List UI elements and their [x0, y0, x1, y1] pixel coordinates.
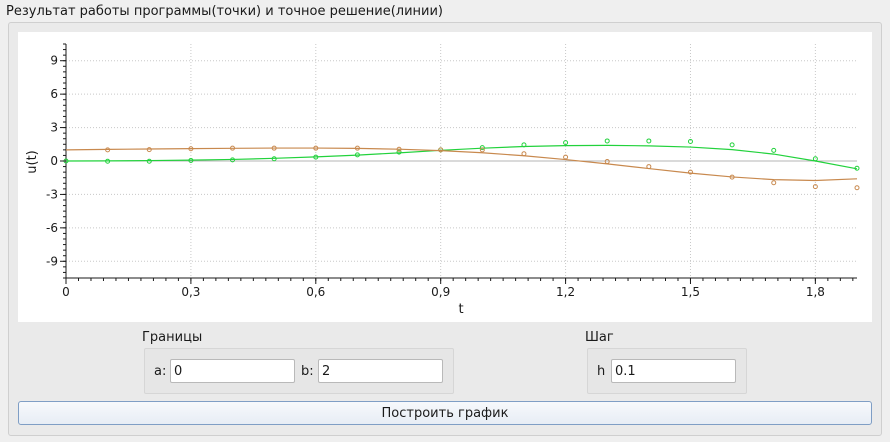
y-tick-label: 0: [50, 154, 58, 168]
program-point-1: [146, 158, 152, 164]
program-point-3: [687, 169, 693, 175]
y-tick-label: -9: [46, 254, 58, 268]
program-point-3: [230, 145, 236, 151]
h-input[interactable]: [611, 359, 736, 383]
program-point-1: [354, 152, 360, 158]
program-point-3: [354, 145, 360, 151]
program-point-1: [563, 140, 569, 146]
chart-svg: 0 0,3 0,6 0,9 1,2 1,5 1,8 9 6 3 0 -3 -6 -9 t u(t): [25, 43, 860, 317]
program-point-1: [687, 139, 693, 144]
program-point-1: [230, 157, 236, 163]
program-point-1: [313, 154, 319, 160]
y-tick-label: 9: [50, 54, 58, 68]
x-tick-label: 1,5: [681, 285, 700, 299]
y-tick-label: -3: [46, 187, 58, 201]
program-point-1: [271, 156, 277, 162]
program-point-3: [188, 146, 194, 152]
b-input[interactable]: [318, 359, 443, 383]
program-point-1: [812, 156, 818, 162]
exact-solution-line-0: [65, 144, 858, 170]
program-point-3: [313, 145, 319, 151]
y-axis-label: u(t): [25, 150, 40, 173]
program-point-1: [521, 142, 527, 148]
program-point-3: [771, 180, 777, 186]
program-point-1: [729, 142, 735, 148]
program-point-1: [105, 158, 111, 164]
y-tick-label: 6: [50, 87, 58, 101]
program-point-3: [146, 147, 152, 153]
step-title: Шаг: [585, 330, 614, 345]
program-point-3: [479, 147, 485, 153]
x-tick-label: 0: [62, 285, 70, 299]
program-point-1: [188, 157, 194, 163]
exact-solution-line-2: [65, 147, 858, 182]
program-point-3: [646, 164, 652, 170]
x-tick-label: 0,9: [431, 285, 450, 299]
program-point-3: [729, 174, 735, 180]
y-tick-label: 3: [50, 121, 58, 135]
plot-graph-button[interactable]: Построить график: [18, 401, 872, 425]
program-point-3: [438, 147, 444, 153]
program-point-3: [604, 159, 610, 165]
x-tick-label: 0,6: [306, 285, 325, 299]
h-label: h: [597, 364, 606, 379]
program-point-3: [396, 146, 402, 152]
x-tick-label: 1,2: [556, 285, 575, 299]
program-point-3: [105, 147, 111, 153]
x-tick-label: 1,8: [806, 285, 825, 299]
program-point-1: [396, 149, 402, 155]
program-point-1: [479, 145, 485, 151]
program-point-1: [771, 147, 777, 153]
program-point-3: [854, 185, 860, 191]
x-axis-label: t: [458, 302, 463, 317]
y-tick-label: -6: [46, 221, 58, 235]
plot-area[interactable]: 0 0,3 0,6 0,9 1,2 1,5 1,8 9 6 3 0 -3 -6 -9 t u(t): [18, 32, 872, 322]
x-tick-label: 0,3: [181, 285, 200, 299]
b-label: b:: [301, 364, 314, 379]
program-point-1: [854, 165, 860, 171]
a-label: a:: [154, 364, 167, 379]
bounds-title: Границы: [142, 330, 203, 345]
program-point-3: [563, 154, 569, 160]
program-point-1: [646, 138, 652, 144]
program-point-3: [271, 145, 277, 151]
a-input[interactable]: [170, 359, 295, 383]
results-group-title: Результат работы программы(точки) и точн…: [6, 4, 443, 19]
program-point-1: [604, 138, 610, 144]
program-point-3: [521, 151, 527, 157]
program-point-3: [812, 184, 818, 190]
